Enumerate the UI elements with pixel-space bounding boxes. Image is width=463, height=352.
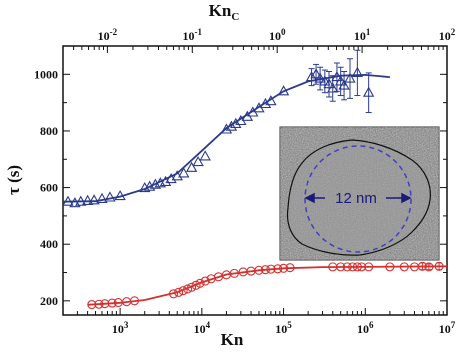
data-point: [88, 194, 100, 205]
data-point: [351, 66, 364, 77]
data-point: [319, 75, 331, 86]
data-point: [129, 296, 140, 306]
data-point: [348, 262, 358, 272]
data-point: [314, 72, 326, 83]
x-tick-label: 106: [357, 320, 374, 336]
data-point: [114, 189, 126, 201]
x-tick-label: 107: [439, 320, 456, 336]
data-point: [434, 261, 444, 271]
data-point: [183, 284, 193, 294]
data-point: [265, 95, 277, 106]
data-point: [356, 262, 367, 272]
inset-image: 12 nm: [279, 126, 440, 261]
x2-axis-tick-labels: 10-2 10-1 100 101 102: [98, 27, 456, 43]
data-point: [187, 282, 197, 292]
data-point: [352, 262, 362, 272]
data-point: [174, 287, 184, 297]
data-point: [220, 123, 233, 134]
x2-tick-label: 102: [439, 27, 456, 43]
y-tick-label: 200: [40, 294, 58, 308]
x2-tick-label: 10-1: [183, 27, 203, 43]
inset-scale-label: 12 nm: [335, 190, 377, 207]
data-point: [192, 155, 204, 167]
data-point: [424, 262, 434, 272]
data-point: [63, 195, 74, 206]
y-tick-label: 1000: [34, 67, 58, 81]
data-point: [195, 278, 205, 288]
data-point: [230, 117, 242, 128]
fit-curve: [87, 265, 447, 306]
data-point: [334, 75, 347, 86]
series-0: [63, 49, 390, 208]
x2-axis-title: KnC: [209, 1, 240, 23]
x-tick-label: 105: [275, 320, 292, 336]
inset-dashed-circle: [304, 145, 412, 253]
data-point: [344, 72, 356, 83]
series-1: [87, 261, 447, 310]
data-point: [323, 78, 335, 89]
data-point: [364, 262, 374, 272]
data-point: [331, 70, 343, 82]
data-point: [336, 262, 346, 272]
data-point: [75, 195, 87, 206]
data-point: [362, 86, 375, 97]
data-point: [279, 263, 289, 273]
data-point: [178, 286, 188, 296]
data-point: [305, 70, 318, 82]
tick-marks: [62, 46, 448, 315]
data-point: [199, 150, 211, 161]
data-point: [87, 299, 97, 310]
data-point: [273, 264, 283, 274]
inset-scale-arrow: [304, 192, 412, 204]
inset-particle: [286, 139, 431, 256]
y-axis-title: τ (s): [4, 165, 23, 195]
data-point: [342, 262, 352, 272]
y-axis-tick-labels: 200 400 600 800 1000: [34, 67, 58, 308]
x-axis-tick-labels: 103 104 105 106 107: [112, 320, 456, 336]
data-point: [159, 175, 172, 186]
data-point: [185, 161, 198, 172]
data-point: [399, 262, 409, 272]
x2-tick-label: 10-2: [98, 27, 118, 43]
data-point: [200, 276, 210, 286]
data-point: [327, 82, 339, 93]
x2-tick-label: 101: [354, 27, 371, 43]
data-point: [260, 265, 270, 275]
data-point: [96, 192, 108, 203]
data-point: [417, 261, 427, 271]
series-layer: [63, 49, 447, 310]
x-tick-label: 103: [112, 320, 129, 336]
data-point: [229, 268, 239, 278]
data-point: [338, 79, 350, 90]
data-point: [94, 299, 104, 309]
data-point: [107, 298, 117, 308]
plot-frame: [62, 45, 448, 316]
data-point: [225, 120, 238, 131]
y-tick-label: 400: [40, 237, 58, 251]
data-point: [100, 299, 110, 309]
x2-tick-label: 100: [269, 27, 286, 43]
data-point: [266, 264, 276, 274]
data-point: [168, 289, 179, 299]
x-tick-label: 104: [194, 320, 211, 336]
data-point: [385, 262, 395, 272]
y-tick-label: 600: [40, 181, 58, 195]
data-point: [277, 85, 290, 96]
data-point: [81, 194, 94, 205]
data-point: [259, 97, 272, 109]
data-point: [104, 191, 116, 202]
data-point: [310, 68, 322, 79]
data-point: [285, 263, 295, 273]
x-axis-title: Kn: [221, 330, 244, 349]
data-point: [149, 178, 162, 189]
data-point: [254, 265, 264, 275]
y-tick-label: 800: [40, 124, 58, 138]
data-point: [178, 167, 190, 178]
